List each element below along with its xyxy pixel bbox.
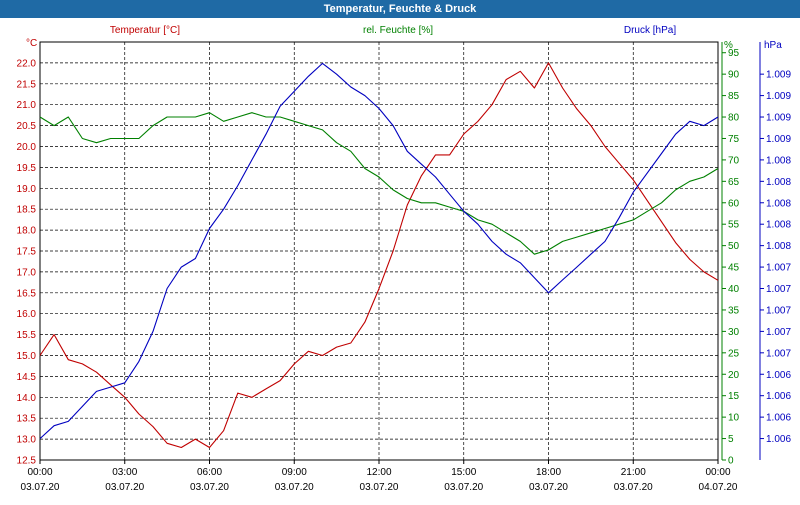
date-tick-label: 03.07.20 [614, 482, 653, 493]
pressure-series-line [39, 62, 719, 440]
pressure-tick-label: 1.006 [766, 391, 791, 402]
time-tick-label: 12:00 [366, 467, 391, 478]
temperature-tick-label: 16.5 [17, 288, 37, 299]
series-lines [39, 62, 719, 449]
humidity-tick-label: 85 [728, 91, 740, 102]
humidity-tick-label: 45 [728, 263, 740, 274]
temperature-axis: 12.5 13.0 13.5 14.0 14.5 15.0 15.5 16.0 16.5 17.0… [17, 58, 37, 466]
humidity-tick-label: 20 [728, 370, 740, 381]
temperature-tick-label: 15.5 [17, 330, 37, 341]
temperature-series-line [39, 62, 719, 449]
date-tick-label: 03.07.20 [360, 482, 399, 493]
pressure-tick-label: 1.007 [766, 327, 791, 338]
pressure-tick-label: 1.009 [766, 70, 791, 81]
date-tick-label: 03.07.20 [190, 482, 229, 493]
temperature-tick-label: 14.5 [17, 372, 37, 383]
temperature-tick-label: 18.0 [17, 226, 37, 237]
time-tick-label: 06:00 [197, 467, 222, 478]
pressure-tick-label: 1.007 [766, 305, 791, 316]
humidity-unit-label: % [724, 40, 733, 51]
humidity-legend: rel. Feuchte [%] [363, 25, 433, 36]
date-tick-label: 03.07.20 [105, 482, 144, 493]
pressure-tick-label: 1.006 [766, 413, 791, 424]
temperature-tick-label: 12.5 [17, 456, 37, 467]
temperature-tick-label: 17.5 [17, 247, 37, 258]
temperature-tick-label: 21.0 [17, 100, 37, 111]
pressure-tick-label: 1.007 [766, 284, 791, 295]
time-tick-label: 09:00 [282, 467, 307, 478]
pressure-tick-label: 1.008 [766, 241, 791, 252]
time-tick-label: 03:00 [112, 467, 137, 478]
humidity-tick-label: 25 [728, 348, 740, 359]
humidity-tick-label: 40 [728, 284, 740, 295]
pressure-tick-label: 1.006 [766, 434, 791, 445]
temperature-tick-label: 21.5 [17, 79, 37, 90]
temperature-tick-label: 20.0 [17, 142, 37, 153]
temperature-unit-label: °C [26, 38, 37, 49]
pressure-tick-label: 1.008 [766, 198, 791, 209]
line-chart: 12.5 13.0 13.5 14.0 14.5 15.0 15.5 16.0 16.5 17.0… [17, 25, 792, 493]
humidity-tick-label: 95 [728, 48, 740, 59]
temperature-tick-label: 18.5 [17, 205, 37, 216]
humidity-tick-label: 55 [728, 220, 740, 231]
time-tick-label: 00:00 [27, 467, 52, 478]
temperature-tick-label: 19.5 [17, 163, 37, 174]
date-tick-label: 03.07.20 [444, 482, 483, 493]
pressure-tick-label: 1.007 [766, 263, 791, 274]
temperature-tick-label: 13.0 [17, 435, 37, 446]
date-tick-label: 03.07.20 [275, 482, 314, 493]
pressure-tick-label: 1.007 [766, 348, 791, 359]
temperature-tick-label: 17.0 [17, 267, 37, 278]
humidity-tick-label: 90 [728, 70, 740, 81]
pressure-tick-label: 1.009 [766, 113, 791, 124]
pressure-tick-label: 1.006 [766, 370, 791, 381]
humidity-tick-label: 10 [728, 413, 740, 424]
humidity-tick-label: 30 [728, 327, 740, 338]
humidity-tick-label: 80 [728, 113, 740, 124]
pressure-tick-label: 1.008 [766, 220, 791, 231]
temperature-tick-label: 14.0 [17, 393, 37, 404]
humidity-tick-label: 35 [728, 305, 740, 316]
pressure-tick-label: 1.008 [766, 177, 791, 188]
pressure-tick-label: 1.009 [766, 134, 791, 145]
temperature-tick-label: 15.0 [17, 351, 37, 362]
humidity-tick-label: 50 [728, 241, 740, 252]
date-tick-label: 04.07.20 [699, 482, 738, 493]
humidity-series-line [39, 112, 719, 255]
pressure-unit-label: hPa [764, 40, 782, 51]
pressure-tick-label: 1.008 [766, 155, 791, 166]
humidity-tick-label: 70 [728, 155, 740, 166]
pressure-legend: Druck [hPa] [624, 25, 676, 36]
temperature-tick-label: 20.5 [17, 121, 37, 132]
grid-lines [39, 42, 719, 461]
humidity-tick-label: 75 [728, 134, 740, 145]
time-tick-label: 00:00 [705, 467, 730, 478]
temperature-tick-label: 13.5 [17, 414, 37, 425]
humidity-axis: 0 5 10 15 20 25 30 35 40 45 50 55 60 65 70 75 80 85 90 95 [721, 42, 740, 467]
humidity-tick-label: 15 [728, 391, 740, 402]
pressure-axis: 1.006 1.006 1.006 1.006 1.007 1.007 1.007 1.007… [759, 42, 791, 460]
time-tick-label: 15:00 [451, 467, 476, 478]
humidity-tick-label: 5 [728, 434, 734, 445]
window-title: Temperatur, Feuchte & Druck [0, 0, 800, 18]
date-tick-label: 03.07.20 [21, 482, 60, 493]
time-tick-label: 18:00 [536, 467, 561, 478]
temperature-tick-label: 19.0 [17, 184, 37, 195]
time-axis: 00:00 03.07.20 03:00 03.07.20 06:00 03.07.20 0… [21, 460, 738, 493]
temperature-tick-label: 22.0 [17, 58, 37, 69]
humidity-tick-label: 60 [728, 198, 740, 209]
time-tick-label: 21:00 [621, 467, 646, 478]
pressure-tick-label: 1.009 [766, 91, 791, 102]
humidity-tick-label: 65 [728, 177, 740, 188]
temperature-tick-label: 16.0 [17, 309, 37, 320]
temperature-legend: Temperatur [°C] [110, 25, 180, 36]
chart-area: 12.5 13.0 13.5 14.0 14.5 15.0 15.5 16.0 16.5 17.0… [0, 18, 800, 500]
humidity-tick-label: 0 [728, 456, 734, 467]
date-tick-label: 03.07.20 [529, 482, 568, 493]
